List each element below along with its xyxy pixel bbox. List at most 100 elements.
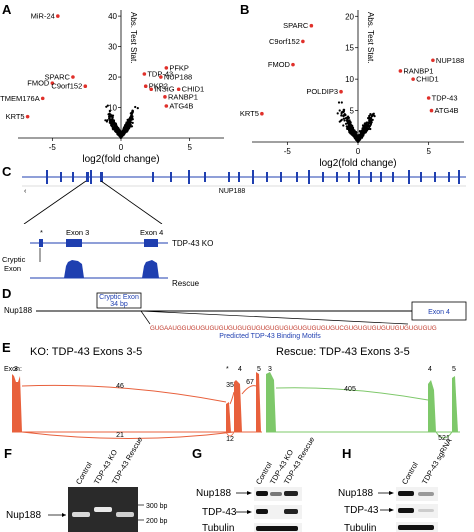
y-tick-label: 10 [108,104,117,113]
seq-callout-right [140,310,409,325]
highlighted-gene-point [301,39,305,44]
ko-junction-3-4 [21,431,235,439]
data-point [136,107,139,110]
ko-junction-4-5 [241,385,257,395]
data-point [346,119,349,122]
exon-block [188,170,190,184]
x-tick-label: 0 [119,143,124,152]
exon-block [252,170,254,184]
ko-exon-5: 5 [257,366,261,373]
panel-letter-g: G [192,446,202,461]
f-band-ko [94,507,112,512]
ko-sashimi: 46 35 67 21 12 [12,372,262,443]
gene-label: FMOD [27,79,50,88]
f-band-label: Nup188 [6,510,41,521]
f-lane-rescue: TDP-43 Rescue [110,435,144,486]
data-point [108,117,111,120]
x-tick-label: -5 [284,147,292,156]
gene-label: RANBP1 [168,92,198,101]
x-tick-label: 5 [187,143,192,152]
data-point [130,125,134,128]
highlighted-gene-point [159,75,163,79]
y-tick-label: 40 [108,12,117,21]
panel-a: A 40 30 20 10 -5 0 5 Abs. Test Stat. log2(fold c… [0,2,224,165]
highlighted-gene-point [142,72,147,76]
highlighted-gene-point [50,81,55,85]
data-point [365,121,368,124]
g-band-tdp-1 [256,509,268,514]
data-point [128,122,132,125]
data-point [348,119,351,122]
ko-exon-star: * [226,366,229,373]
exon-block [348,172,350,182]
data-point [109,122,112,125]
f-band-rescue [116,512,134,517]
panel-e: E KO: TDP-43 Exons 3-5 Rescue: TDP-43 Ex… [2,340,460,443]
highlighted-gene-point [431,58,435,63]
data-point [121,131,124,134]
data-point [369,127,372,131]
data-point [364,128,368,131]
highlighted-gene-point [309,23,314,28]
gene-label: TMEM176A [0,94,40,103]
data-point [340,101,343,104]
exon-block [322,172,324,182]
data-point [338,109,341,112]
h-row-tdp43: TDP-43 [344,505,379,516]
ko-count-12: 12 [226,436,234,443]
data-point [370,117,373,120]
cryptic-exon-word2: Exon [4,264,21,273]
ko-exon4-coverage [234,380,242,432]
panel-letter-h: H [342,446,351,461]
exon4-label: Exon 4 [140,228,163,237]
data-point [337,101,341,104]
ko-sashimi-title: KO: TDP-43 Exons 3-5 [30,346,142,358]
gene-label: ATG4B [434,106,458,115]
highlighted-gene-point [143,84,148,88]
rescue-sashimi: 405 521 [266,372,460,442]
ko-count-67: 67 [246,379,254,386]
exon-block [458,170,460,184]
h-lane-control: Control [400,460,420,486]
data-point [355,137,358,140]
exon-axis-label: Exon: [4,366,22,373]
data-point [341,110,344,113]
data-point [127,119,130,122]
coverage-ko [30,260,168,278]
seq-callout-left [140,310,151,325]
data-point [363,126,366,129]
data-point [127,124,130,127]
gene-label: PKP2 [149,82,168,91]
ko-exon-3: 3 [14,366,18,373]
zoom-line-right [100,180,163,225]
zoom-cryptic-exon [39,239,43,247]
data-point [123,125,126,128]
highlighted-gene-point [291,62,295,67]
data-point [360,134,363,137]
rescue-exon3-coverage [266,372,276,432]
panel-c: C ‹ NUP188 * Exon 3 Exon 4 TDP-43 KO Cry… [2,164,466,288]
f-arrow-head [62,513,66,517]
y-tick-label: 20 [345,12,354,21]
f-band-control [72,512,90,517]
data-point [129,116,132,119]
exon-track [46,170,460,184]
rescue-count-405: 405 [344,386,356,393]
gene-label: INSIG [154,85,175,94]
data-point [112,128,115,131]
g-arrow-tdp43-head [247,510,252,514]
panel-letter-d: D [2,286,11,301]
exon-block [408,170,410,184]
rescue-exon5-coverage [452,376,458,432]
x-axis-label: log2(fold change) [82,154,159,165]
exon-block [308,170,310,184]
h-band-tub [398,525,434,530]
exon3-label: Exon 3 [66,228,89,237]
data-point [349,125,352,128]
exon-block [238,172,240,182]
x-tick-label: 5 [426,147,431,156]
gene-label: CHID1 [182,85,205,94]
rna-sequence: GUGAAUGGUGUGUGUGUGUGUGUGUGUGUGUGUGUGUGUG… [150,325,437,332]
h-band-nup-2 [418,492,434,496]
panel-letter-e: E [2,340,11,355]
